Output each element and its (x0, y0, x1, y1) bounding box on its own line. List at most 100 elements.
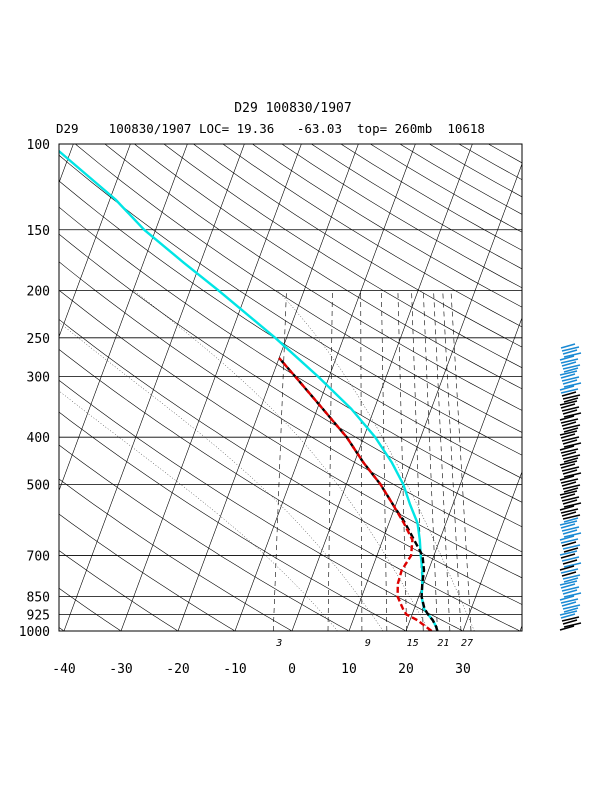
wind-barb (562, 394, 581, 400)
pressure-tick-label: 200 (27, 285, 50, 300)
wind-barb (560, 613, 576, 619)
temperature-tick-label: 0 (288, 662, 296, 677)
wind-barb (562, 574, 581, 580)
wind-barb (559, 370, 578, 376)
wind-barb (562, 349, 578, 355)
wind-barb (563, 472, 582, 478)
moist-adiabat (133, 290, 430, 631)
pressure-tick-label: 500 (27, 478, 50, 493)
wind-barb (559, 385, 575, 391)
wind-barb (560, 343, 576, 349)
wind-barb (559, 625, 575, 631)
temperature-tick-label: 20 (398, 662, 414, 677)
pressure-tick-label: 250 (27, 332, 50, 347)
wind-barb (560, 598, 579, 604)
wind-barb (563, 592, 582, 598)
wind-barb (559, 445, 575, 451)
moist-adiabat (59, 390, 338, 631)
dry-adiabat (59, 513, 236, 631)
pressure-tick-label: 300 (27, 370, 50, 385)
dry-adiabat (252, 144, 522, 308)
wind-barb (559, 565, 575, 571)
chart-title: D29 100830/1907 (234, 101, 351, 116)
series-line-cyan (59, 149, 439, 631)
wind-barb (561, 556, 580, 562)
wind-barb (560, 358, 579, 364)
wind-barb (562, 469, 578, 475)
mixing-ratio-line (433, 290, 451, 631)
temperature-tick-label: -10 (223, 662, 246, 677)
mixing-ratio-line (450, 290, 472, 631)
wind-barb (561, 616, 580, 622)
wind-barb (562, 439, 578, 445)
wind-barb (560, 388, 579, 394)
mixing-ratio-line (360, 290, 363, 631)
temperature-tick-label: -40 (52, 662, 75, 677)
grid-lines (59, 144, 522, 631)
dry-adiabat (59, 411, 407, 631)
wind-barb (559, 460, 578, 466)
mixing-ratio-label: 9 (365, 638, 371, 649)
wind-barb (560, 538, 579, 544)
wind-barb (560, 418, 579, 424)
wind-barb (560, 508, 579, 514)
isotherm-line (234, 144, 416, 631)
dry-adiabat (59, 444, 350, 631)
dry-adiabat (163, 144, 522, 369)
pressure-tick-label: 925 (27, 609, 50, 624)
wind-barb (563, 547, 579, 553)
isotherm-line (59, 144, 188, 492)
wind-barb (563, 487, 579, 493)
wind-barb (563, 352, 582, 358)
mixing-ratio-label: 15 (407, 638, 419, 649)
wind-barb (561, 496, 580, 502)
dry-adiabat (222, 144, 522, 328)
dry-adiabat (399, 144, 522, 215)
mixing-ratio-line (442, 290, 462, 631)
mixing-ratio-labels: 3 9 15 21 27 (275, 638, 473, 649)
pressure-tick-label: 400 (27, 431, 50, 446)
dry-adiabat (488, 144, 522, 164)
pressure-tick-label: 700 (27, 550, 50, 565)
series-line-red (278, 357, 433, 631)
wind-barb (561, 526, 580, 532)
mixing-ratio-line (423, 290, 438, 631)
wind-barb (561, 376, 580, 382)
dry-adiabat (134, 144, 522, 390)
wind-barb (561, 481, 577, 487)
wind-barb (560, 478, 579, 484)
wind-barb (563, 577, 579, 583)
pressure-tick-label: 1000 (19, 625, 50, 640)
wind-barb (562, 454, 581, 460)
temperature-tick-label: 10 (341, 662, 357, 677)
wind-barb (559, 355, 575, 361)
wind-barb (563, 442, 582, 448)
wind-barb (561, 571, 577, 577)
mixing-ratio-label: 3 (275, 638, 282, 649)
temperature-tick-label: 30 (455, 662, 471, 677)
chart-subtitle: D29 100830/1907 LOC= 19.36 -63.03 top= 2… (56, 121, 485, 136)
wind-barb (559, 550, 578, 556)
wind-barb (563, 532, 582, 538)
wind-barb (559, 610, 578, 616)
wind-barb (561, 511, 577, 517)
temperature-tick-label: -20 (166, 662, 189, 677)
mixing-ratio-line (381, 290, 388, 631)
mixing-ratio-line (397, 290, 407, 631)
wind-barb (561, 421, 577, 427)
dry-adiabat (59, 478, 293, 631)
wind-barb (560, 448, 579, 454)
temperature-tick-label: -30 (109, 662, 132, 677)
pressure-tick-label: 850 (27, 591, 50, 606)
wind-barb (561, 391, 577, 397)
wind-barb (559, 400, 578, 406)
wind-barb (559, 415, 575, 421)
wind-barb (560, 583, 576, 589)
dry-adiabat (59, 233, 522, 528)
mixing-ratio-label: 21 (437, 638, 449, 649)
wind-barb (562, 409, 578, 415)
wind-barb (560, 523, 576, 529)
wind-barb (559, 430, 578, 436)
wind-barb (561, 586, 580, 592)
